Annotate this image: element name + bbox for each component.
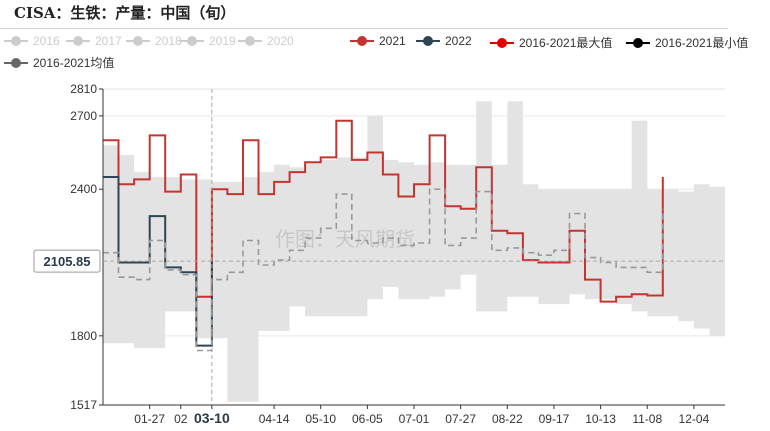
legend-label: 2016-2021均值	[33, 56, 115, 70]
legend-marker-icon	[416, 34, 440, 48]
legend-marker-icon	[180, 34, 204, 48]
legend-item-2020[interactable]: 2020	[238, 34, 294, 48]
legend-label: 2019	[209, 34, 236, 48]
y-tick-label: 2400	[70, 182, 97, 196]
x-tick-label: 03-10	[194, 410, 230, 426]
series-line-2016-2021均值	[103, 188, 664, 352]
x-tick-label: 01-27	[134, 412, 165, 426]
legend-item-2022[interactable]: 2022	[416, 34, 472, 48]
legend-label: 2017	[95, 34, 122, 48]
x-tick-label: 06-05	[352, 412, 383, 426]
x-tick-label: 07-01	[399, 412, 430, 426]
legend-label: 2016-2021最小值	[655, 36, 749, 50]
x-tick-label: 12-04	[679, 412, 710, 426]
legend-marker-icon	[4, 34, 28, 48]
legend-item-2019[interactable]: 2019	[180, 34, 236, 48]
legend-marker-icon	[626, 36, 650, 50]
legend-label: 2016-2021最大值	[519, 36, 613, 50]
legend-item-2016-2021最小值[interactable]: 2016-2021最小值	[626, 34, 748, 51]
legend-label: 2018	[155, 34, 182, 48]
x-tick-label: 08-22	[492, 412, 523, 426]
legend-item-2018[interactable]: 2018	[126, 34, 182, 48]
x-tick-label: 02	[174, 412, 188, 426]
legend-marker-icon	[490, 36, 514, 50]
x-tick-label: 05-10	[305, 412, 336, 426]
legend-marker-icon	[4, 56, 28, 70]
legend-label: 2022	[445, 34, 472, 48]
legend-item-2021[interactable]: 2021	[350, 34, 406, 48]
legend-marker-icon	[350, 34, 374, 48]
watermark: 作图：天风期货	[275, 227, 415, 251]
x-tick-label: 11-08	[632, 412, 662, 426]
legend-item-2017[interactable]: 2017	[66, 34, 122, 48]
x-tick-label: 07-27	[445, 412, 476, 426]
legend-marker-icon	[126, 34, 150, 48]
legend-item-2016-2021均值[interactable]: 2016-2021均值	[4, 54, 114, 71]
x-tick-label: 04-14	[259, 412, 290, 426]
legend-item-2016-2021最大值[interactable]: 2016-2021最大值	[490, 34, 612, 51]
x-tick-label: 10-13	[585, 412, 616, 426]
y-tick-label: 1517	[70, 398, 97, 412]
y-tick-label: 2810	[70, 82, 97, 96]
y-tick-label: 1800	[70, 329, 97, 343]
y-tick-label: 2700	[70, 109, 97, 123]
legend-item-2016[interactable]: 2016	[4, 34, 60, 48]
legend-label: 2021	[379, 34, 406, 48]
chart-title: CISA：生铁：产量：中国（旬）	[14, 4, 236, 22]
title-divider	[0, 28, 728, 29]
legend-marker-icon	[66, 34, 90, 48]
legend-label: 2020	[267, 34, 294, 48]
hover-value-label: 2105.85	[44, 254, 91, 269]
legend-label: 2016	[33, 34, 60, 48]
x-tick-label: 09-17	[539, 412, 570, 426]
legend-marker-icon	[238, 34, 262, 48]
hover-value-box	[33, 249, 101, 273]
